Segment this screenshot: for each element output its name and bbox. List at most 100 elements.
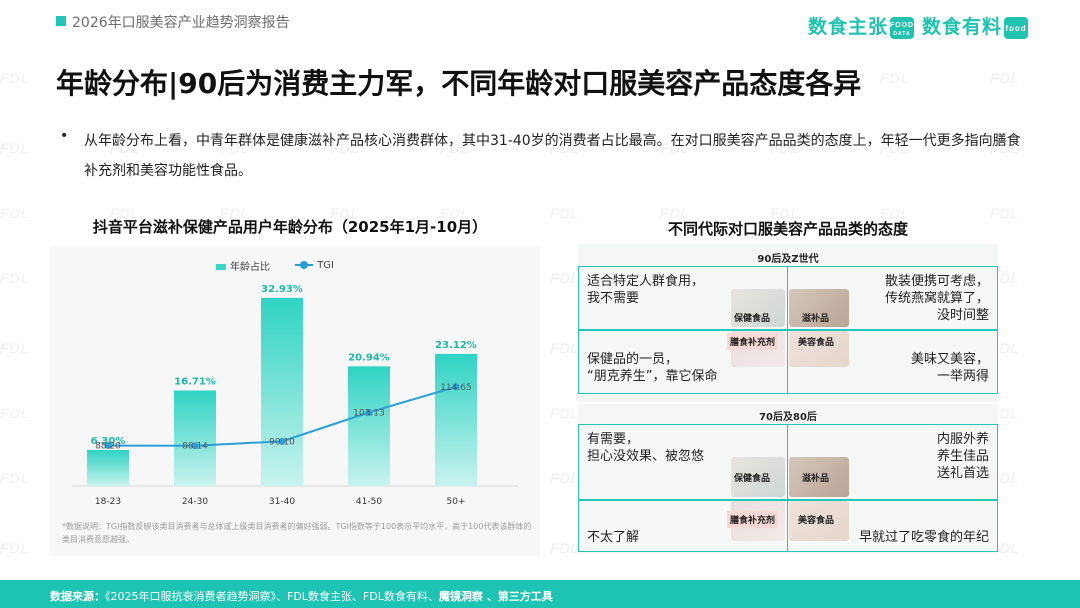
quadrant-hline — [579, 499, 997, 501]
tgi-point — [452, 383, 460, 391]
footer-bold-tail: 魔镜洞察 、第三方工具 — [438, 590, 553, 603]
tonic-thumb — [789, 289, 849, 327]
footer-label: 数据来源： — [50, 590, 105, 603]
legend-bar-swatch — [216, 264, 226, 270]
tgi-point — [191, 442, 199, 450]
chart-note: *数据说明：TGI指数反映该类目消费者与总体或上级类目消费者的偏好强弱。TGI指… — [62, 522, 532, 544]
x-tick-label: 18-23 — [95, 497, 121, 507]
footer-source: 数据来源：《2025年口服抗衰消费者趋势洞察》、FDL数食主张、FDL数食有料、… — [50, 588, 553, 604]
tgi-label: 88.14 — [182, 442, 208, 452]
bullet-text: 从年龄分布上看，中青年群体是健康滋补产品核心消费群体，其中31-40岁的消费者占… — [84, 133, 1021, 179]
tgi-point — [104, 442, 112, 450]
tonic-thumb — [789, 457, 849, 497]
food-tag-icon: FOOD DATA — [890, 16, 915, 39]
watermark-text: FDL — [0, 270, 30, 286]
tgi-label: 103.13 — [353, 408, 385, 418]
legend-item-share: 年龄占比 — [216, 258, 270, 273]
cat-health-food: 保健食品 — [734, 314, 771, 324]
bar-label: 16.71% — [174, 377, 216, 388]
footer-bar: 数据来源：《2025年口服抗衰消费者趋势洞察》、FDL数食主张、FDL数食有料、… — [0, 580, 1080, 608]
cat-tonic: 滋补品 — [802, 474, 830, 484]
health-food-thumb — [731, 457, 785, 497]
gen-z-top-right-text: 散装便携可考虑， 传统燕窝就算了， 没时间整 — [884, 274, 989, 323]
legend-label-share: 年龄占比 — [230, 262, 270, 273]
watermark-text: FDL — [0, 405, 30, 421]
logo-shuzhi: 数食主张 FOOD DATA — [808, 12, 915, 39]
quadrant-gen-z: 适合特定人群食用， 我不需要 散装便携可考虑， 传统燕窝就算了， 没时间整 保健… — [578, 266, 998, 394]
watermark-text: FDL — [550, 205, 580, 221]
panel-gen-z: 90后及Z世代 适合特定人群食用， 我不需要 散装便携可考虑， 传统燕窝就算了，… — [578, 244, 998, 402]
x-tick-label: 24-30 — [182, 497, 208, 507]
bar-50+ — [435, 353, 477, 486]
legend-item-tgi: TGI — [295, 260, 334, 271]
watermark-text: FDL — [0, 340, 30, 356]
watermark-text: FDL — [0, 140, 30, 156]
tgi-point — [278, 437, 286, 445]
bar-24-30 — [174, 390, 216, 486]
gen-z-bottom-left-text: 保健品的一员， “朋克养生”，靠它保命 — [587, 352, 718, 384]
gen-z-bottom-right-text: 美味又美容， 一举两得 — [910, 352, 989, 384]
watermark-text: FDL — [550, 470, 580, 486]
gen-70-80-top-left-text: 有需要， 担心没效果、被忽悠 — [587, 432, 705, 464]
beauty-food-thumb — [789, 501, 849, 541]
bar-label: 6.30% — [91, 436, 126, 447]
chart-legend: 年龄占比 TGI — [216, 258, 356, 273]
bullet-marker: • — [60, 128, 69, 144]
x-tick-label: 50+ — [447, 497, 466, 507]
health-food-thumb — [731, 289, 785, 327]
bar-41-50 — [348, 366, 390, 486]
food-tag-icon-2: food — [1004, 16, 1029, 39]
cat-supplement: 膳食补充剂 — [727, 333, 779, 350]
watermark-text: FDL — [990, 70, 1020, 86]
panel-70-80: 70后及80后 有需要， 担心没效果、被忽悠 内服外养 养生佳品 送礼首选 不太… — [578, 404, 998, 554]
quadrant-vline — [787, 425, 788, 551]
panel-gen-z-label: 90后及Z世代 — [757, 254, 819, 265]
watermark-text: FDL — [0, 540, 30, 556]
gen-70-80-bottom-right-text: 早就过了吃零食的年纪 — [858, 530, 989, 545]
bar-31-40 — [261, 297, 303, 486]
bar-label: 23.12% — [435, 340, 477, 351]
watermark-text: FDL — [550, 540, 580, 556]
watermark-text: FDL — [0, 205, 30, 221]
bar-label: 32.93% — [261, 284, 303, 295]
panel-70-80-label: 70后及80后 — [759, 412, 817, 423]
watermark-text: FDL — [550, 405, 580, 421]
watermark-text: FDL — [550, 340, 580, 356]
cat-beauty-food: 美容食品 — [798, 516, 835, 526]
svg-text:FOOD: FOOD — [890, 22, 914, 29]
watermark-text: FDL — [550, 270, 580, 286]
cat-health-food: 保健食品 — [734, 474, 771, 484]
chart-area: 6.30% 18-23 16.71% 24-30 32.93% 31-40 20.94% 41… — [50, 246, 540, 556]
gen-70-80-top-right-text: 内服外养 养生佳品 送礼首选 — [936, 432, 989, 481]
watermark-text: FDL — [0, 70, 30, 86]
svg-text:food: food — [1005, 24, 1026, 33]
tgi-label: 90.10 — [269, 437, 295, 447]
quadrant-vline — [787, 267, 788, 393]
header-accent-square — [56, 16, 66, 26]
cat-tonic: 滋补品 — [802, 314, 830, 324]
gen-z-top-left-text: 适合特定人群食用， 我不需要 — [587, 274, 705, 306]
cat-supplement: 膳食补充剂 — [727, 511, 779, 528]
logo-text-1: 数食主张 — [808, 16, 889, 38]
cat-beauty-food: 美容食品 — [798, 338, 835, 348]
logo-shuliao: 数食有料 food — [922, 12, 1029, 39]
chart-title: 抖音平台滋补保健产品用户年龄分布（2025年1月-10月） — [92, 218, 488, 236]
tgi-point — [365, 408, 373, 416]
bar-18-23 — [87, 450, 129, 486]
watermark-text: FDL — [880, 70, 910, 86]
page-title: 年龄分布|90后为消费主力军，不同年龄对口服美容产品态度各异 — [56, 67, 862, 100]
legend-label-tgi: TGI — [317, 260, 334, 271]
tgi-label: 114.65 — [440, 383, 472, 393]
x-tick-label: 31-40 — [269, 497, 295, 507]
combo-chart: 6.30% 18-23 16.71% 24-30 32.93% 31-40 20.94% 41… — [72, 284, 518, 507]
svg-text:DATA: DATA — [893, 31, 910, 37]
bar-label: 20.94% — [348, 352, 390, 363]
quadrant-70-80: 有需要， 担心没效果、被忽悠 内服外养 养生佳品 送礼首选 不太了解 早就过了吃… — [578, 424, 998, 552]
legend-line-swatch — [295, 261, 314, 269]
watermark-text: FDL — [0, 470, 30, 486]
attitude-title: 不同代际对口服美容产品品类的态度 — [667, 220, 908, 238]
tgi-label: 88.20 — [95, 442, 121, 452]
beauty-food-thumb — [789, 331, 849, 367]
quadrant-hline — [579, 329, 997, 331]
logo-text-2: 数食有料 — [922, 16, 1003, 38]
